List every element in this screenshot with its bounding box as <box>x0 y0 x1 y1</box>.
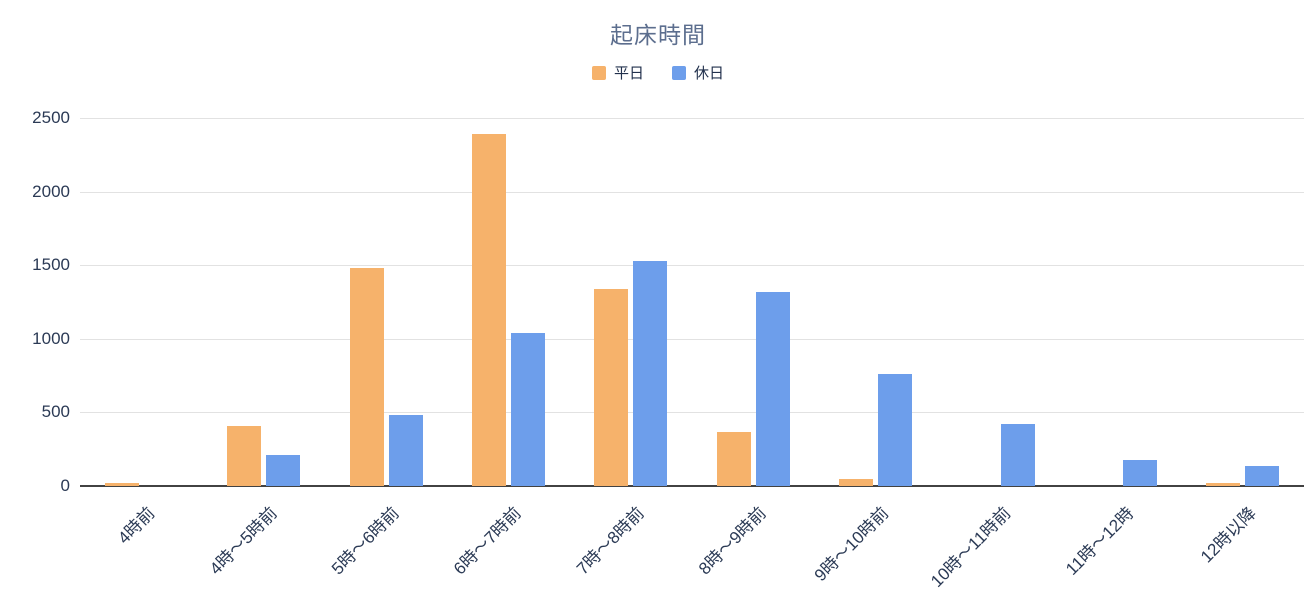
plot-area: 4時前 4時〜5時前 5時〜6時前 6時〜7時前 7時〜8時前 8時〜9時前 9時〜10時前… <box>80 118 1304 591</box>
legend-item-weekday: 平日 <box>591 62 644 83</box>
x-axis-label: 8時〜9時前 <box>695 503 771 579</box>
bar-weekday <box>471 134 506 486</box>
legend-swatch-weekday <box>591 65 606 80</box>
y-axis-tick-label: 2000 <box>32 181 70 201</box>
bar-holiday <box>388 415 423 486</box>
bar-holiday <box>1000 424 1035 486</box>
y-axis-tick-label: 500 <box>41 402 70 422</box>
gridline <box>80 118 1304 119</box>
y-axis-tick-label: 2500 <box>32 108 70 127</box>
gridline <box>80 191 1304 193</box>
bar-holiday <box>1122 460 1157 486</box>
x-axis-label: 4時前 <box>113 503 159 548</box>
bar-holiday <box>878 374 913 486</box>
x-axis-label: 10時〜11時前 <box>927 503 1015 591</box>
legend-swatch-holiday <box>672 65 686 80</box>
bar-weekday <box>104 483 139 486</box>
x-axis-label: 6時〜7時前 <box>450 503 526 579</box>
x-axis-label: 9時〜10時前 <box>810 503 893 586</box>
y-axis-tick-label: 1000 <box>32 328 70 348</box>
bar-weekday <box>839 478 874 486</box>
bar-holiday <box>755 291 790 486</box>
x-axis-label: 4時〜5時前 <box>205 503 281 579</box>
bar-holiday <box>633 260 668 486</box>
bar-holiday <box>1245 466 1280 486</box>
bar-weekday <box>349 268 384 486</box>
y-axis-tick-label: 0 <box>60 476 70 495</box>
gridline <box>80 338 1304 340</box>
x-axis-label: 5時〜6時前 <box>328 503 403 579</box>
chart-legend: 平日 休日 <box>0 62 1316 83</box>
legend-label-weekday: 平日 <box>613 65 644 82</box>
x-axis-label: 7時〜8時前 <box>572 503 648 579</box>
x-axis-label: 11時〜12時 <box>1062 503 1138 579</box>
bar-holiday <box>510 332 545 486</box>
x-axis-label: 12時以降 <box>1196 503 1260 567</box>
legend-label-holiday: 休日 <box>694 65 725 82</box>
gridline <box>80 265 1304 267</box>
chart-title: 起床時間 <box>610 22 706 48</box>
bar-weekday <box>227 425 262 486</box>
bar-holiday <box>266 455 301 486</box>
bar-weekday <box>716 431 751 486</box>
bar-weekday <box>594 288 629 486</box>
y-axis-tick-label: 1500 <box>32 255 70 275</box>
bar-weekday <box>1206 483 1241 486</box>
legend-item-holiday: 休日 <box>672 62 724 83</box>
x-axis-line <box>80 485 1304 487</box>
gridline <box>80 412 1304 414</box>
